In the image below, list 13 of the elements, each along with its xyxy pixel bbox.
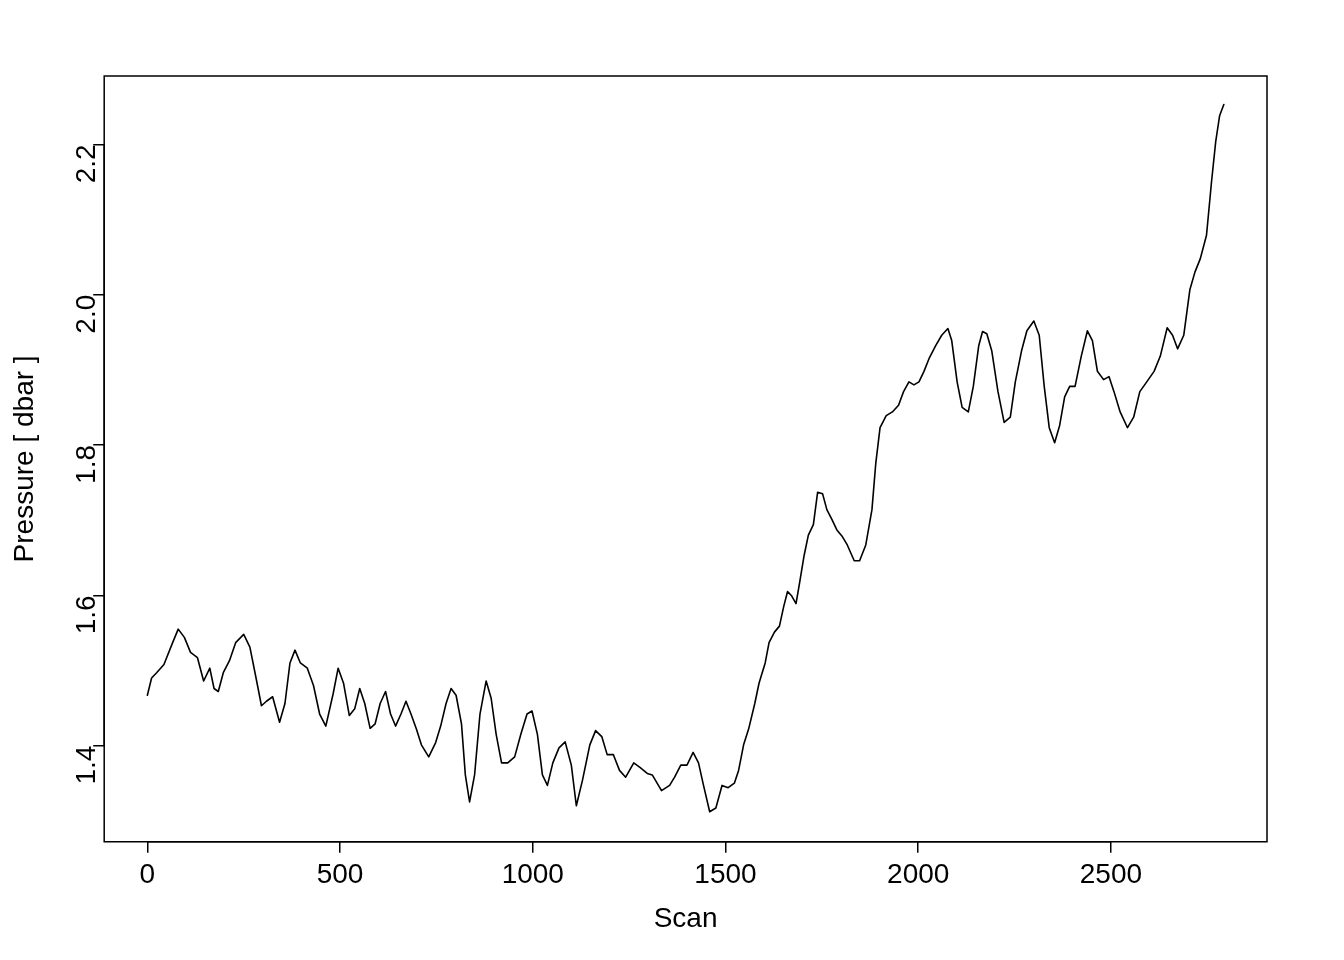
y-tick-label: 1.8: [69, 445, 101, 484]
x-tick-label: 2500: [1079, 858, 1143, 890]
y-tick-label: 2.0: [69, 294, 101, 334]
y-tick-label: 1.4: [69, 745, 101, 785]
y-tick-label: 2.2: [69, 144, 101, 184]
x-tick-label: 2000: [887, 858, 950, 890]
x-tick-label: 500: [316, 858, 364, 890]
x-tick-label: 1000: [501, 858, 564, 890]
x-tick-label: 1500: [694, 858, 757, 890]
x-axis-title: Scan: [653, 901, 718, 933]
y-axis-title: Pressure [ dbar ]: [7, 355, 39, 563]
y-tick-label: 1.6: [69, 595, 101, 635]
x-tick-label: 0: [139, 858, 156, 890]
